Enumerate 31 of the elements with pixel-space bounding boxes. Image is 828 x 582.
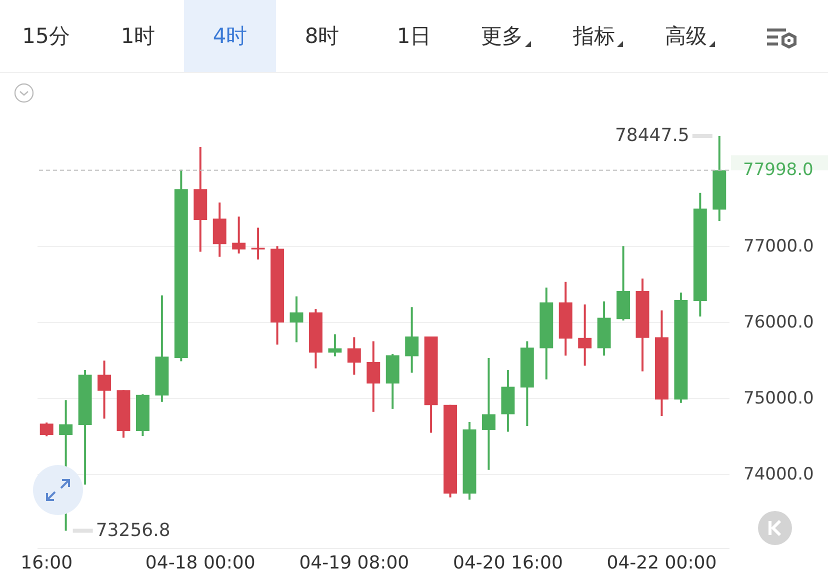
candlestick	[578, 303, 592, 367]
annotation: 73256.8	[96, 520, 170, 541]
text: 更多	[480, 23, 524, 50]
text: 高级	[664, 23, 708, 50]
x-tick-label: 04-20 16:00	[452, 552, 563, 574]
candlestick	[290, 295, 304, 344]
candlestick	[98, 360, 112, 420]
y-tick-label: 74000.0	[744, 464, 814, 485]
text: 8时	[304, 23, 340, 50]
x-tick-label: 04-18 00:00	[145, 552, 256, 574]
candlestick	[405, 306, 419, 374]
x-tick-label: 04-19 08:00	[299, 552, 410, 574]
candlestick	[232, 216, 246, 254]
candlestick	[40, 422, 54, 438]
candlestick	[482, 356, 496, 471]
candlestick	[328, 333, 342, 358]
x-tick-label: 04-22 00:00	[606, 552, 717, 574]
candlestick	[251, 226, 265, 260]
y-tick-label: 77000.0	[744, 236, 814, 257]
y-tick-label: 76000.0	[744, 312, 814, 333]
candlestick	[347, 336, 361, 376]
annotation: 78447.5	[614, 125, 690, 146]
text: 1时	[120, 23, 156, 50]
y-tick-label: 75000.0	[744, 388, 814, 409]
text: 指标	[572, 23, 616, 50]
text: 15分	[21, 23, 71, 50]
text: 4时	[184, 0, 276, 72]
ref-line-label: 77998.0	[743, 160, 814, 180]
text: 1日	[396, 23, 432, 50]
x-tick-label: 16:00	[20, 552, 73, 574]
candlestick	[366, 340, 380, 413]
